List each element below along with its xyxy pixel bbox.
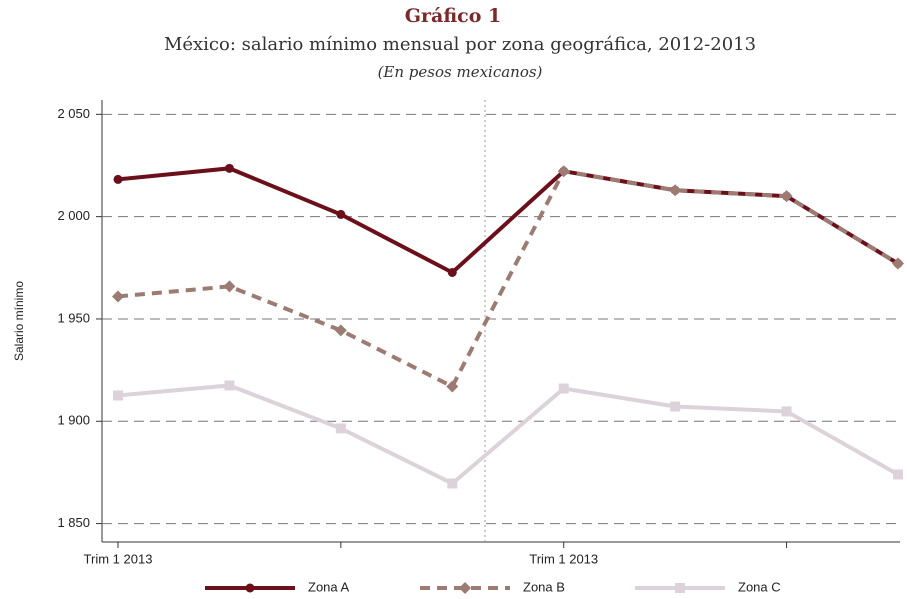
y-tick-label: 2 000 bbox=[57, 208, 90, 223]
chart-subtitle: México: salario mínimo mensual por zona … bbox=[164, 34, 756, 55]
legend-marker bbox=[245, 583, 255, 593]
legend-label: Zona B bbox=[523, 579, 565, 594]
point bbox=[335, 423, 346, 434]
point bbox=[447, 478, 458, 489]
point bbox=[334, 324, 347, 337]
point bbox=[780, 190, 793, 203]
x-tick-label: Trim 1 2013 bbox=[529, 551, 598, 566]
legend-label: Zona C bbox=[738, 579, 781, 594]
point bbox=[781, 406, 792, 417]
x-tick-label: Trim 1 2013 bbox=[84, 551, 153, 566]
point bbox=[892, 257, 904, 270]
series-line bbox=[117, 168, 900, 390]
point bbox=[557, 165, 570, 178]
point bbox=[224, 163, 234, 173]
y-tick-label: 1 850 bbox=[57, 515, 90, 530]
point bbox=[558, 383, 569, 394]
point bbox=[446, 380, 459, 393]
point bbox=[113, 174, 123, 184]
point bbox=[447, 268, 457, 278]
series-line bbox=[117, 383, 899, 486]
point bbox=[336, 209, 346, 219]
point bbox=[669, 184, 682, 197]
point bbox=[224, 380, 235, 391]
legend-marker bbox=[459, 582, 471, 594]
y-axis-label: Salario mínimo bbox=[12, 281, 26, 361]
chart-title: Gráfico 1 bbox=[405, 5, 501, 27]
y-tick-label: 1 950 bbox=[57, 310, 90, 325]
point bbox=[113, 390, 123, 401]
point bbox=[893, 469, 903, 480]
point bbox=[223, 280, 236, 293]
legend-label: Zona A bbox=[308, 579, 350, 594]
y-tick-label: 1 900 bbox=[57, 413, 90, 428]
point bbox=[112, 290, 124, 303]
y-tick-label: 2 050 bbox=[57, 106, 90, 121]
point bbox=[670, 401, 681, 412]
chart-note: (En pesos mexicanos) bbox=[378, 63, 543, 81]
legend-marker bbox=[675, 583, 685, 593]
series-line bbox=[117, 166, 900, 275]
